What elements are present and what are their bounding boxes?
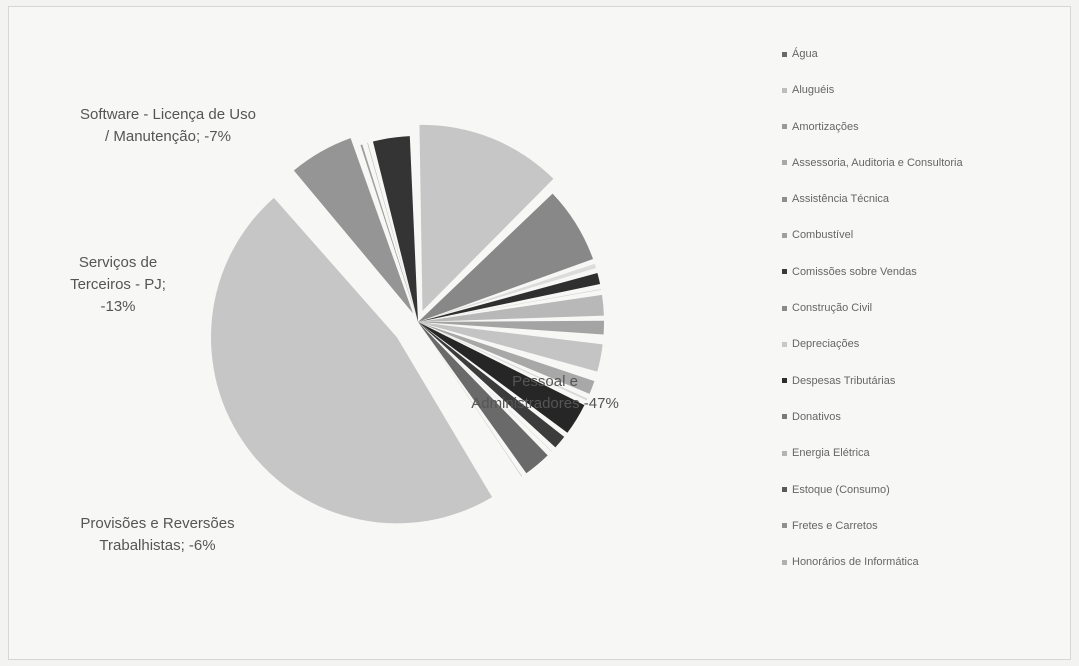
pie-slice-5	[367, 142, 418, 322]
legend-label: Aluguéis	[792, 84, 835, 97]
legend-swatch	[782, 269, 787, 275]
legend-label: Estoque (Consumo)	[792, 483, 890, 496]
legend-swatch	[782, 196, 787, 202]
pie-slice-18	[418, 322, 588, 401]
legend-label: Comissões sobre Vendas	[792, 265, 917, 278]
legend-item: Donativos	[782, 407, 1072, 427]
legend-item: Despesas Tributárias	[782, 371, 1072, 391]
legend-item: Assessoria, Auditoria e Consultoria	[782, 153, 1072, 173]
pie-slice-12	[418, 294, 604, 322]
pie-slice-17	[418, 322, 595, 394]
legend-item: Combustível	[782, 225, 1072, 245]
legend-item: Assistência Técnica	[782, 189, 1072, 209]
pie-slice-23	[418, 322, 523, 477]
legend-swatch	[782, 51, 787, 57]
legend-item: Depreciações	[782, 334, 1072, 354]
legend-label: Combustível	[792, 229, 854, 242]
pie-slice-21	[418, 322, 552, 452]
legend-item: Comissões sobre Vendas	[782, 262, 1072, 282]
chart-frame	[8, 6, 1071, 660]
pie-slice-7	[419, 124, 554, 311]
legend-swatch	[782, 232, 787, 238]
label-software-licenca: Software - Licença de Uso / Manutenção; …	[80, 106, 256, 145]
legend-label: Honorários de Informática	[792, 556, 919, 569]
legend-label: Construção Civil	[792, 302, 873, 315]
pie-slice-9	[418, 263, 596, 322]
legend-swatch	[782, 559, 787, 565]
legend-swatch	[782, 305, 787, 311]
legend-label: Água	[792, 48, 818, 60]
legend-item: Água	[782, 44, 1072, 64]
pie-slice-19	[418, 322, 585, 433]
legend-swatch	[782, 378, 787, 384]
pie-slice-4	[360, 144, 418, 322]
label-servicos-terceiros-pj: Serviços de Terceiros - PJ; -13%	[70, 254, 166, 315]
legend-swatch	[782, 160, 787, 166]
pie-slice-11	[418, 289, 602, 322]
label-pessoal-administradores: Pessoal e Administradores -47%	[471, 373, 619, 412]
chart-legend: Água Aluguéis Amortizações Assessoria, Audi…	[782, 44, 1072, 588]
legend-swatch	[782, 487, 787, 493]
legend-item: Construção Civil	[782, 298, 1072, 318]
pie-slice-2	[210, 197, 493, 524]
legend-item: Aluguéis	[782, 80, 1072, 100]
legend-label: Amortizações	[792, 120, 859, 133]
pie-slice-20	[418, 322, 565, 448]
legend-item: Energia Elétrica	[782, 443, 1072, 463]
label-provisoes-reversoes-trabalhistas: Provisões e Reversões Trabalhistas; -6%	[80, 515, 235, 554]
legend-label: Fretes e Carretos	[792, 519, 878, 532]
legend-swatch	[782, 414, 787, 420]
pie-slice-3	[293, 138, 414, 314]
pie-slice-6	[372, 136, 418, 322]
pie-slice-10	[418, 272, 601, 322]
legend-item: Amortizações	[782, 117, 1072, 137]
legend-swatch	[782, 124, 787, 130]
legend-swatch	[782, 341, 787, 347]
legend-swatch	[782, 87, 787, 93]
legend-label: Assistência Técnica	[792, 193, 890, 206]
legend-item: Estoque (Consumo)	[782, 480, 1072, 500]
pie-slice-22	[418, 322, 548, 474]
pie-slice-15	[418, 322, 603, 372]
legend-label: Depreciações	[792, 338, 860, 351]
legend-item: Honorários de Informática	[782, 552, 1072, 572]
legend-item: Fretes e Carretos	[782, 516, 1072, 536]
legend-label: Despesas Tributárias	[792, 374, 896, 387]
legend-swatch	[782, 523, 787, 529]
legend-swatch	[782, 450, 787, 456]
pie-slice-8	[418, 193, 594, 322]
legend-label: Donativos	[792, 410, 841, 423]
legend-label: Energia Elétrica	[792, 447, 870, 460]
pie-slice-13	[418, 320, 604, 335]
legend-label: Assessoria, Auditoria e Consultoria	[792, 156, 963, 169]
